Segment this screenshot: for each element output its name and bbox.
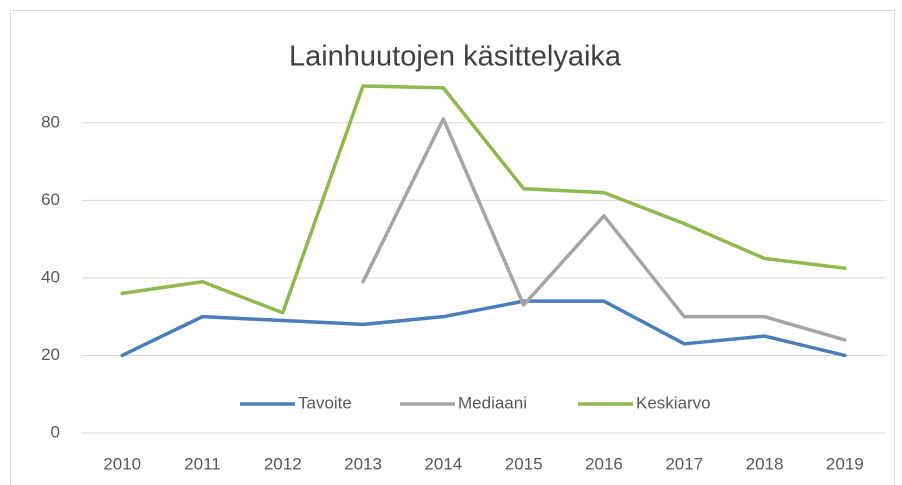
- legend-label: Mediaani: [458, 393, 527, 412]
- x-tick-label: 2014: [424, 454, 462, 473]
- x-tick-label: 2016: [585, 454, 623, 473]
- y-tick-label: 80: [41, 112, 60, 131]
- chart-frame: [10, 10, 895, 485]
- x-tick-label: 2010: [103, 454, 141, 473]
- x-tick-label: 2018: [746, 454, 784, 473]
- y-tick-label: 0: [51, 422, 60, 441]
- x-tick-label: 2011: [184, 454, 221, 473]
- x-tick-label: 2013: [344, 454, 382, 473]
- series-line: [361, 117, 847, 342]
- legend-label: Tavoite: [298, 393, 352, 412]
- x-tick-label: 2012: [264, 454, 302, 473]
- x-tick-label: 2017: [665, 454, 703, 473]
- y-tick-label: 60: [41, 190, 60, 209]
- series-line: [120, 299, 847, 358]
- y-tick-label: 20: [41, 345, 60, 364]
- chart-title: Lainhuutojen käsittelyaika: [289, 41, 622, 73]
- legend-label: Keskiarvo: [636, 393, 711, 412]
- x-tick-label: 2015: [505, 454, 543, 473]
- x-tick-label: 2019: [826, 454, 864, 473]
- y-tick-label: 40: [41, 267, 60, 286]
- series-line: [120, 84, 847, 315]
